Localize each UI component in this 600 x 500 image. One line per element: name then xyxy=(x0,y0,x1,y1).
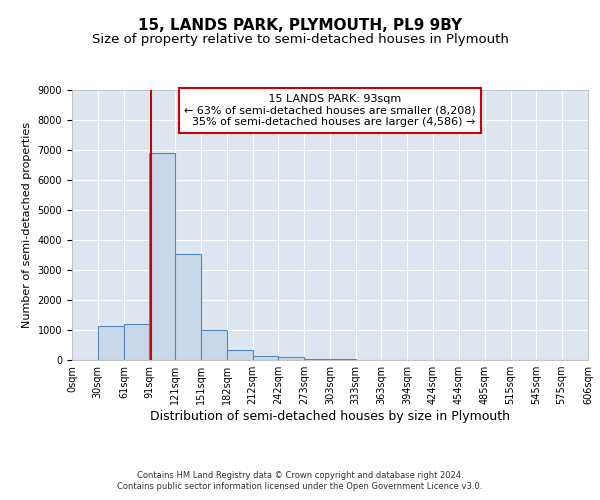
Text: 15 LANDS PARK: 93sqm
← 63% of semi-detached houses are smaller (8,208)
  35% of : 15 LANDS PARK: 93sqm ← 63% of semi-detac… xyxy=(184,94,476,127)
Bar xyxy=(98,326,124,360)
Bar xyxy=(200,330,227,360)
Bar xyxy=(124,324,149,360)
Text: Contains public sector information licensed under the Open Government Licence v3: Contains public sector information licen… xyxy=(118,482,482,491)
X-axis label: Distribution of semi-detached houses by size in Plymouth: Distribution of semi-detached houses by … xyxy=(150,410,510,423)
Text: Size of property relative to semi-detached houses in Plymouth: Size of property relative to semi-detach… xyxy=(92,32,508,46)
Bar xyxy=(278,357,304,360)
Y-axis label: Number of semi-detached properties: Number of semi-detached properties xyxy=(22,122,32,328)
Bar xyxy=(175,254,200,360)
Text: Contains HM Land Registry data © Crown copyright and database right 2024.: Contains HM Land Registry data © Crown c… xyxy=(137,471,463,480)
Text: 15, LANDS PARK, PLYMOUTH, PL9 9BY: 15, LANDS PARK, PLYMOUTH, PL9 9BY xyxy=(138,18,462,32)
Bar xyxy=(304,358,330,360)
Bar xyxy=(149,153,175,360)
Bar xyxy=(253,356,278,360)
Bar xyxy=(227,350,253,360)
